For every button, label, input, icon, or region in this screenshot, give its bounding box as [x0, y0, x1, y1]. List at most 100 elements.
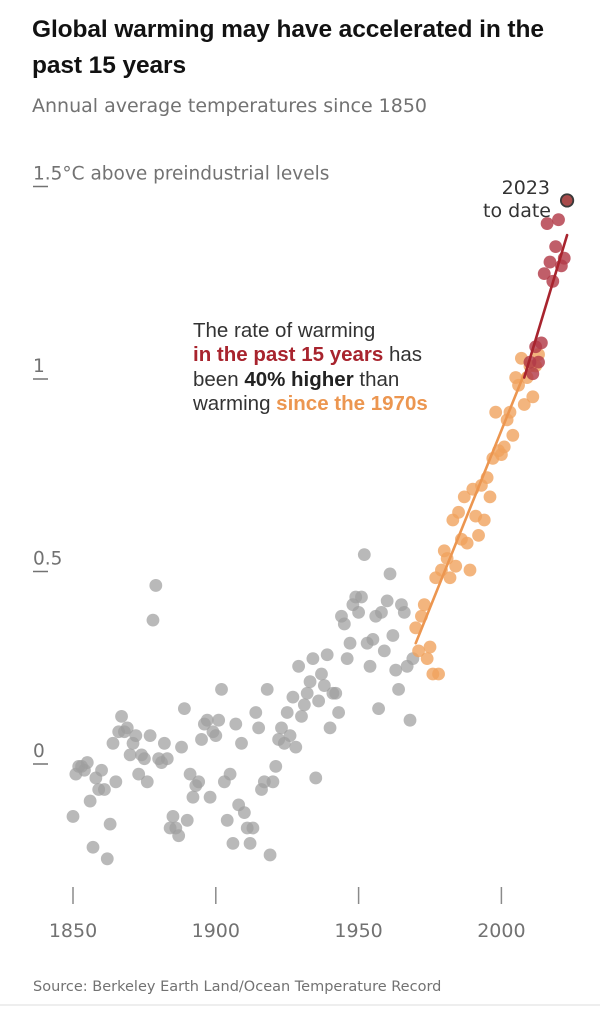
- data-point-historic: [166, 810, 180, 823]
- data-point-past-15-years: [526, 367, 540, 381]
- data-point-historic: [329, 686, 343, 700]
- data-point-historic: [106, 736, 120, 750]
- data-point-since-1970s: [423, 640, 437, 654]
- chart-title: Global warming may have accelerated in t…: [32, 16, 544, 79]
- data-point-historic: [375, 606, 388, 619]
- data-point-since-1970s: [432, 667, 445, 681]
- data-point-since-1970s: [409, 621, 423, 635]
- data-point-historic: [357, 548, 371, 562]
- data-point-historic: [243, 837, 257, 850]
- data-point-historic: [309, 771, 323, 785]
- data-point-past-15-years: [540, 217, 554, 230]
- data-point-past-15-years: [549, 240, 563, 254]
- data-point-historic: [306, 652, 320, 665]
- trend-lines: [414, 233, 569, 645]
- data-point-historic: [300, 686, 314, 700]
- data-point-historic: [66, 810, 80, 823]
- data-point-past-15-years: [543, 255, 557, 269]
- data-point-historic: [146, 613, 160, 627]
- data-point-historic: [192, 775, 206, 789]
- data-point-since-1970s: [449, 559, 463, 573]
- data-point-historic: [289, 740, 303, 754]
- annotation-line: been 40% higher than: [193, 368, 399, 391]
- data-point-since-1970s: [443, 571, 457, 585]
- data-point-historic: [343, 636, 357, 650]
- data-point-historic: [377, 644, 391, 658]
- data-points: [66, 213, 571, 866]
- y-tick-label: 0: [33, 741, 45, 762]
- data-point-historic: [100, 852, 114, 866]
- data-point-historic: [246, 821, 260, 835]
- data-point-since-1970s: [497, 440, 511, 454]
- data-point-historic: [183, 767, 197, 781]
- data-point-historic: [115, 709, 128, 723]
- data-point-historic: [315, 667, 328, 681]
- x-tick-label: 2000: [477, 920, 525, 942]
- data-point-since-1970s: [477, 513, 491, 527]
- data-point-historic: [95, 763, 108, 777]
- data-point-historic: [317, 679, 331, 692]
- data-point-historic: [260, 683, 274, 696]
- data-point-historic: [303, 675, 317, 689]
- data-point-historic: [200, 713, 214, 727]
- y-axis-ticks: 1.5°C above preindustrial levels 1 0.5 0: [33, 164, 329, 765]
- data-point-historic: [229, 717, 243, 731]
- data-point-historic: [212, 713, 226, 727]
- data-point-since-1970s: [489, 405, 503, 419]
- data-point-since-1970s: [517, 398, 531, 411]
- data-point-historic: [380, 594, 394, 608]
- data-point-historic: [177, 702, 191, 716]
- annotation-segment: been: [193, 368, 244, 391]
- data-point-past-15-years: [537, 267, 551, 280]
- data-point-historic: [138, 752, 151, 766]
- data-point-historic: [215, 683, 228, 696]
- trend-line-since-1970s: [414, 372, 526, 645]
- data-point-historic: [129, 729, 143, 742]
- data-point-historic: [295, 709, 308, 723]
- annotation-segment: warming: [192, 392, 276, 415]
- y-tick-label: 1.5°C above preindustrial levels: [33, 164, 329, 185]
- data-point-historic: [332, 706, 346, 719]
- chart-subtitle: Annual average temperatures since 1850: [32, 95, 428, 117]
- data-point-historic: [366, 632, 380, 646]
- data-point-historic: [403, 713, 417, 727]
- highlight-label-year: 2023: [502, 177, 550, 199]
- data-point-historic: [392, 683, 405, 696]
- data-point-historic: [352, 606, 365, 619]
- data-point-historic: [337, 617, 351, 631]
- data-point-historic: [180, 813, 194, 827]
- data-point-historic: [297, 698, 311, 712]
- data-point-historic: [275, 721, 288, 735]
- data-point-historic: [203, 790, 217, 804]
- data-point-past-15-years: [552, 213, 565, 227]
- annotation-segment: 40% higher: [244, 368, 353, 391]
- annotation-segment: since the 1970s: [276, 392, 428, 415]
- data-point-historic: [363, 659, 377, 673]
- x-tick-label: 1850: [49, 920, 97, 942]
- data-point-historic: [226, 837, 240, 850]
- data-point-historic: [372, 702, 385, 716]
- data-point-historic: [292, 659, 306, 673]
- data-point-historic: [249, 706, 263, 719]
- data-point-historic: [109, 775, 123, 789]
- data-point-historic: [186, 790, 200, 804]
- x-axis-ticks: 1850 1900 1950 2000: [49, 887, 526, 942]
- data-point-historic: [312, 694, 326, 708]
- data-point-since-1970s: [463, 563, 477, 577]
- highlight-point-2023: [559, 193, 575, 208]
- data-point-historic: [269, 760, 283, 773]
- data-point-historic: [266, 775, 280, 789]
- annotation-segment: than: [354, 368, 400, 391]
- data-point-since-1970s: [483, 490, 497, 504]
- data-point-historic: [123, 748, 137, 762]
- data-point-since-1970s: [420, 652, 434, 665]
- data-point-historic: [237, 806, 251, 819]
- data-point-historic: [98, 783, 111, 796]
- data-point-historic: [389, 663, 403, 677]
- data-point-historic: [383, 567, 397, 581]
- data-point-historic: [195, 733, 208, 746]
- data-point-historic: [286, 690, 300, 704]
- data-point-historic: [172, 829, 186, 843]
